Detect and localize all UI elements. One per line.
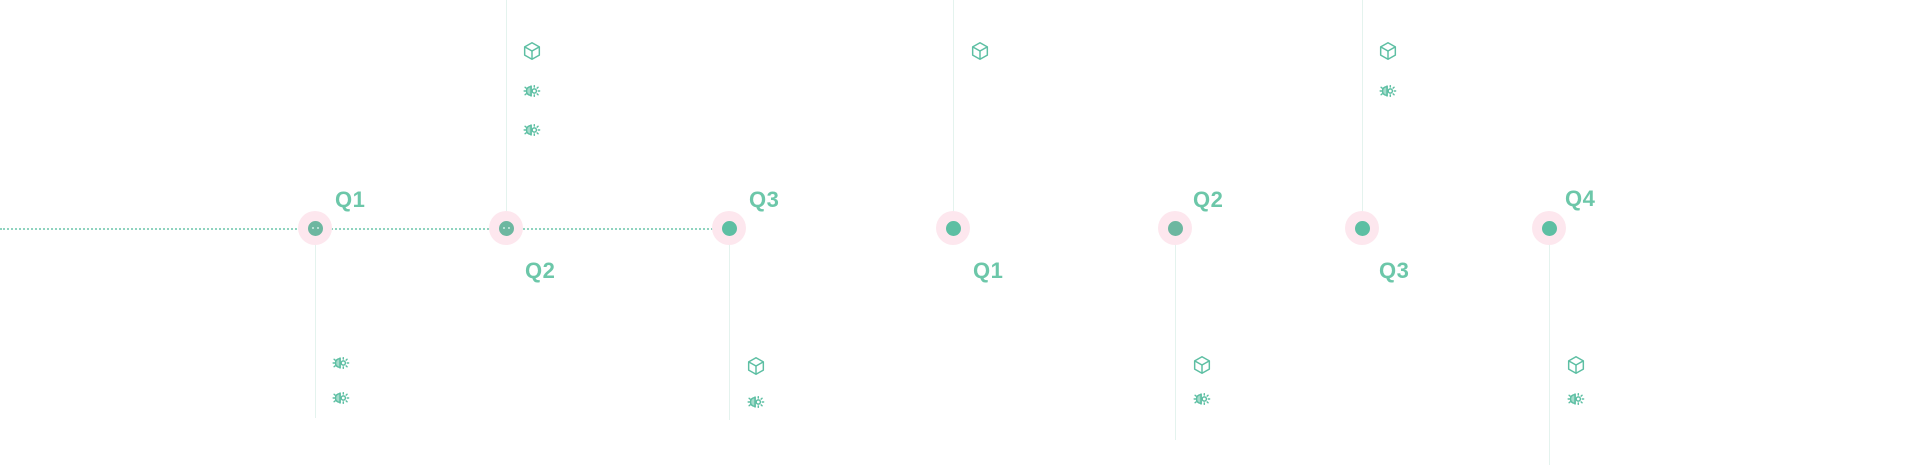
box-icon[interactable] bbox=[969, 40, 991, 62]
milestone-label: Q3 bbox=[1379, 258, 1410, 283]
box-icon[interactable] bbox=[1565, 354, 1587, 376]
milestone-stem bbox=[1362, 0, 1363, 228]
box-icon[interactable] bbox=[521, 40, 543, 62]
milestone-node[interactable] bbox=[936, 211, 970, 245]
milestone-stem bbox=[953, 0, 954, 228]
gear-icon[interactable] bbox=[745, 391, 767, 413]
milestone-node[interactable] bbox=[1158, 211, 1192, 245]
milestone-stem bbox=[315, 228, 316, 418]
milestone-label: Q2 bbox=[1193, 187, 1224, 212]
milestone-node[interactable] bbox=[489, 211, 523, 245]
gear-icon[interactable] bbox=[1191, 388, 1213, 410]
milestone-label: Q3 bbox=[749, 187, 780, 212]
milestone-stem bbox=[506, 0, 507, 228]
gear-icon[interactable] bbox=[330, 387, 352, 409]
box-icon[interactable] bbox=[1191, 354, 1213, 376]
gear-icon[interactable] bbox=[521, 80, 543, 102]
milestone-label: Q4 bbox=[1565, 186, 1596, 211]
gear-icon[interactable] bbox=[1377, 80, 1399, 102]
milestone-dot bbox=[498, 220, 514, 236]
milestone-label: Q1 bbox=[973, 258, 1004, 283]
milestone-stem bbox=[1549, 228, 1550, 465]
box-icon[interactable] bbox=[1377, 40, 1399, 62]
box-icon[interactable] bbox=[745, 355, 767, 377]
milestone-stem bbox=[1175, 228, 1176, 440]
milestone-node[interactable] bbox=[1345, 211, 1379, 245]
milestone-dot bbox=[945, 220, 961, 236]
milestone-dot bbox=[1541, 220, 1557, 236]
milestone-dot bbox=[307, 220, 323, 236]
milestone-label: Q2 bbox=[525, 258, 556, 283]
gear-icon[interactable] bbox=[330, 352, 352, 374]
timeline-axis bbox=[0, 228, 728, 230]
milestone-node[interactable] bbox=[1532, 211, 1566, 245]
milestone-dot bbox=[721, 220, 737, 236]
milestone-stem bbox=[729, 228, 730, 420]
milestone-node[interactable] bbox=[298, 211, 332, 245]
gear-icon[interactable] bbox=[521, 119, 543, 141]
gear-icon[interactable] bbox=[1565, 388, 1587, 410]
milestone-dot bbox=[1167, 220, 1183, 236]
milestone-dot bbox=[1354, 220, 1370, 236]
milestone-node[interactable] bbox=[712, 211, 746, 245]
milestone-label: Q1 bbox=[335, 187, 366, 212]
